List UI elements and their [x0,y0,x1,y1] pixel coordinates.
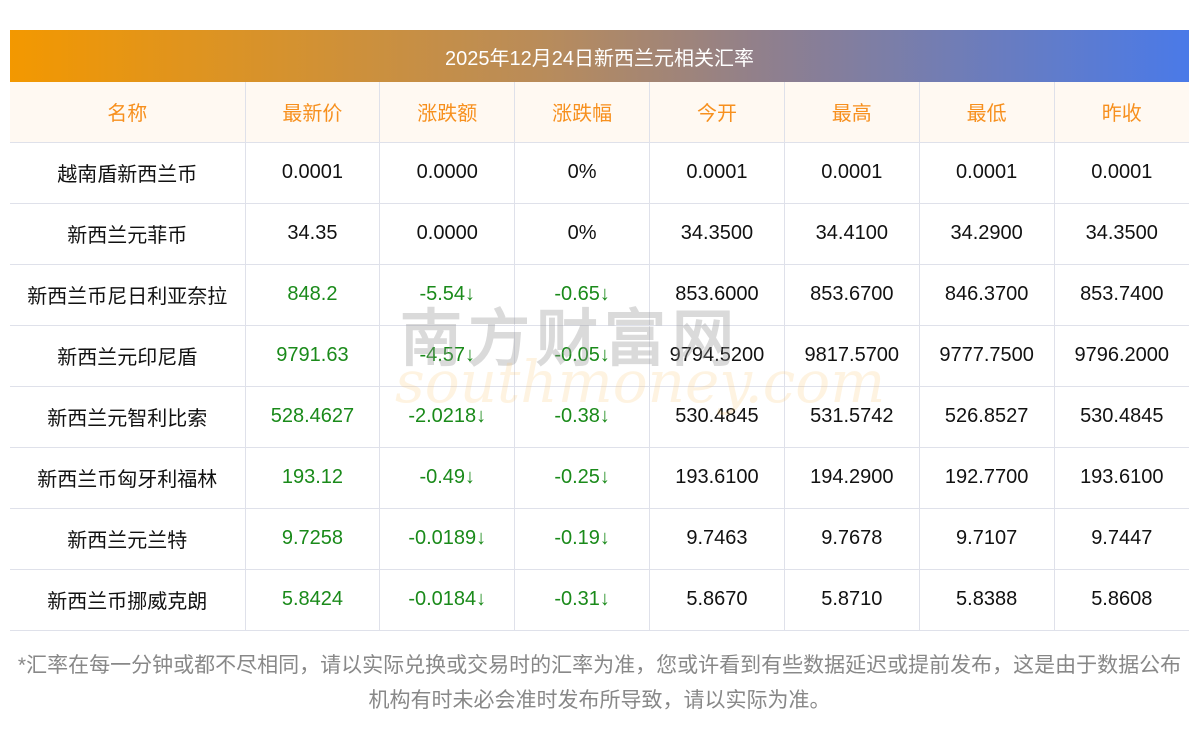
cell-value: 9796.2000 [1053,324,1189,387]
cell-value: 0% [514,202,651,265]
table-row: 新西兰币匈牙利福林 193.12 -0.49↓ -0.25↓ 193.6100 194.2… [10,446,1189,509]
currency-name: 新西兰元印尼盾 [10,324,246,387]
cell-value: 0.0001 [918,142,1055,204]
cell-value: 530.4845 [1053,385,1189,448]
cell-value: 853.6000 [649,263,785,326]
cell-value: -0.19↓ [514,507,651,570]
cell-value: 9.7678 [783,507,920,570]
column-header: 最高 [783,82,920,143]
currency-name: 新西兰币匈牙利福林 [10,446,246,509]
cell-value: 192.7700 [918,446,1055,509]
cell-value: -0.38↓ [514,385,651,448]
currency-name: 新西兰币挪威克朗 [10,568,246,631]
column-header: 最新价 [244,82,381,143]
cell-value: 9.7107 [918,507,1055,570]
cell-value: 846.3700 [918,263,1055,326]
cell-value: 0.0001 [244,142,381,204]
column-header: 涨跌额 [379,82,516,143]
table-row: 新西兰币挪威克朗 5.8424 -0.0184↓ -0.31↓ 5.8670 5.8710… [10,568,1189,631]
cell-value: 5.8608 [1053,568,1189,631]
cell-value: 9.7447 [1053,507,1189,570]
cell-value: 0.0001 [1053,142,1189,204]
cell-value: -0.65↓ [514,263,651,326]
cell-value: 530.4845 [649,385,785,448]
cell-value: 0.0001 [649,142,785,204]
cell-value: 9791.63 [244,324,381,387]
cell-value: 0.0000 [379,142,516,204]
cell-value: 5.8388 [918,568,1055,631]
column-header: 最低 [918,82,1055,143]
cell-value: 853.7400 [1053,263,1189,326]
table-row: 新西兰元印尼盾 9791.63 -4.57↓ -0.05↓ 9794.5200 9817.… [10,324,1189,387]
cell-value: 34.3500 [1053,202,1189,265]
currency-name: 新西兰元兰特 [10,507,246,570]
cell-value: -5.54↓ [379,263,516,326]
cell-value: 531.5742 [783,385,920,448]
cell-value: 34.2900 [918,202,1055,265]
cell-value: -0.25↓ [514,446,651,509]
table-row: 新西兰元菲币 34.35 0.0000 0% 34.3500 34.4100 34.2900… [10,202,1189,265]
cell-value: 9794.5200 [649,324,785,387]
cell-value: 0.0000 [379,202,516,265]
cell-value: 9777.7500 [918,324,1055,387]
cell-value: -0.49↓ [379,446,516,509]
column-header: 今开 [649,82,785,143]
cell-value: 34.3500 [649,202,785,265]
cell-value: 528.4627 [244,385,381,448]
currency-name: 新西兰元智利比索 [10,385,246,448]
table-title: 2025年12月24日新西兰元相关汇率 [10,30,1189,82]
currency-name: 新西兰元菲币 [10,202,246,265]
cell-value: 5.8424 [244,568,381,631]
cell-value: -0.0189↓ [379,507,516,570]
cell-value: -2.0218↓ [379,385,516,448]
cell-value: 848.2 [244,263,381,326]
cell-value: 193.6100 [649,446,785,509]
disclaimer-note: *汇率在每一分钟或都不尽相同，请以实际兑换或交易时的汇率为准，您或许看到有些数据… [17,654,1182,712]
cell-value: 853.6700 [783,263,920,326]
exchange-rate-table: 名称 最新价 涨跌额 涨跌幅 今开 最高 最低 昨收 越南盾新西兰币 0.0001 0.0000 0… [10,82,1189,631]
table-row: 新西兰元智利比索 528.4627 -2.0218↓ -0.38↓ 530.4845 53… [10,385,1189,448]
table-row: 越南盾新西兰币 0.0001 0.0000 0% 0.0001 0.0001 0.0001 0… [10,142,1189,204]
cell-value: 34.4100 [783,202,920,265]
cell-value: 5.8670 [649,568,785,631]
column-header: 涨跌幅 [514,82,651,143]
cell-value: -0.05↓ [514,324,651,387]
cell-value: 0.0001 [783,142,920,204]
header-row: 名称 最新价 涨跌额 涨跌幅 今开 最高 最低 昨收 [10,82,1189,143]
cell-value: 9817.5700 [783,324,920,387]
column-header: 名称 [10,82,246,143]
cell-value: 34.35 [244,202,381,265]
cell-value: 9.7258 [244,507,381,570]
currency-name: 越南盾新西兰币 [10,142,246,204]
table-row: 新西兰元兰特 9.7258 -0.0189↓ -0.19↓ 9.7463 9.7678 9.… [10,507,1189,570]
currency-name: 新西兰币尼日利亚奈拉 [10,263,246,326]
cell-value: 5.8710 [783,568,920,631]
cell-value: 526.8527 [918,385,1055,448]
cell-value: 193.12 [244,446,381,509]
cell-value: 9.7463 [649,507,785,570]
cell-value: -4.57↓ [379,324,516,387]
cell-value: 194.2900 [783,446,920,509]
cell-value: -0.0184↓ [379,568,516,631]
column-header: 昨收 [1053,82,1189,143]
cell-value: 0% [514,142,651,204]
cell-value: -0.31↓ [514,568,651,631]
cell-value: 193.6100 [1053,446,1189,509]
table-row: 新西兰币尼日利亚奈拉 848.2 -5.54↓ -0.65↓ 853.6000 853.6… [10,263,1189,326]
